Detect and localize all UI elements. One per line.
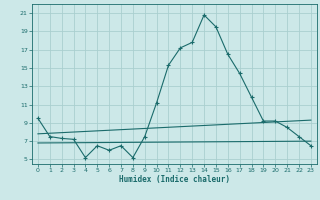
X-axis label: Humidex (Indice chaleur): Humidex (Indice chaleur) <box>119 175 230 184</box>
